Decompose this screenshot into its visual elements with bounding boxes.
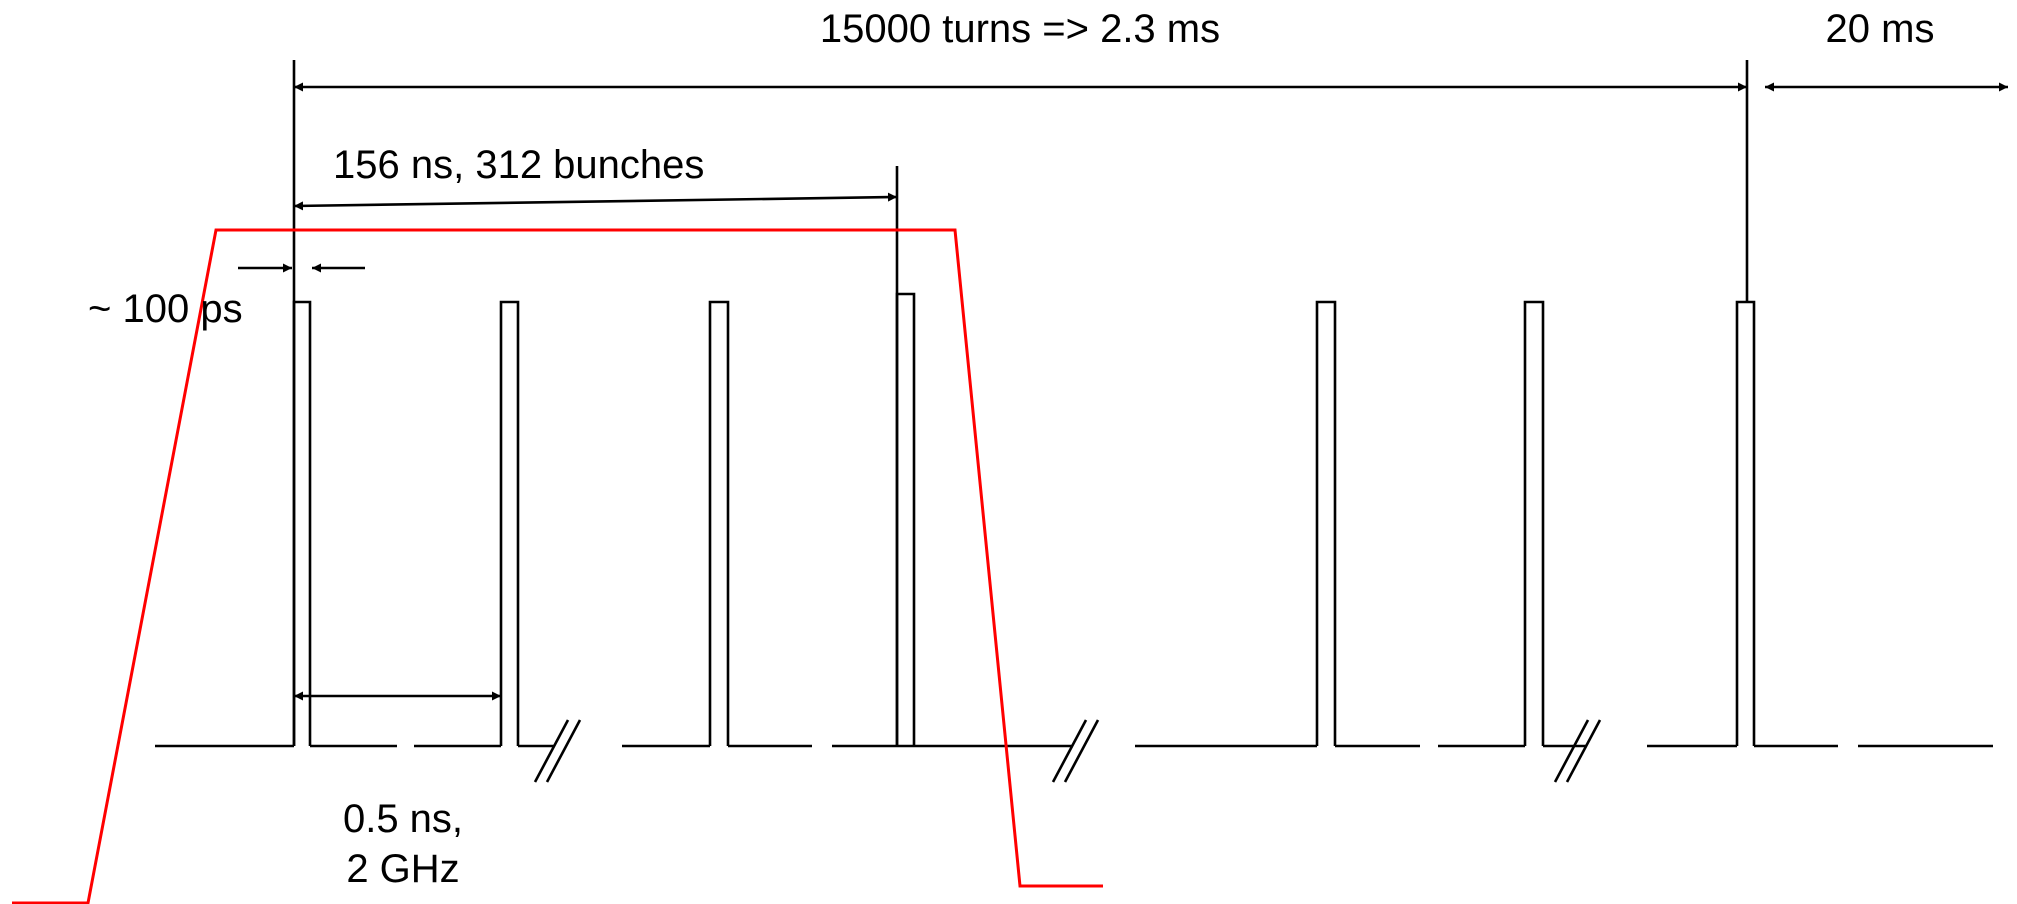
break-mark — [533, 719, 582, 783]
bunch-pulse — [708, 300, 730, 746]
break-mark — [1553, 719, 1602, 783]
break-mark — [1051, 719, 1100, 783]
bunch-pulse — [1523, 300, 1545, 746]
bunch-pulse — [499, 300, 520, 746]
gap-label: 20 ms — [1826, 7, 1935, 51]
train-arrow — [293, 192, 898, 211]
bunch-pulse — [1735, 300, 1756, 746]
train-label: 156 ns, 312 bunches — [333, 143, 704, 187]
bunch-pulse — [895, 292, 916, 746]
bunch-length-label: ~ 100 ps — [88, 287, 243, 331]
spacing-label-line1: 0.5 ns, — [343, 797, 463, 841]
pulse-envelope — [12, 228, 1103, 904]
bunch-pulse — [292, 300, 312, 746]
spacing-label-line2: 2 GHz — [346, 847, 459, 891]
turns-label: 15000 turns => 2.3 ms — [820, 7, 1220, 51]
bunch-pulse — [1315, 300, 1337, 746]
